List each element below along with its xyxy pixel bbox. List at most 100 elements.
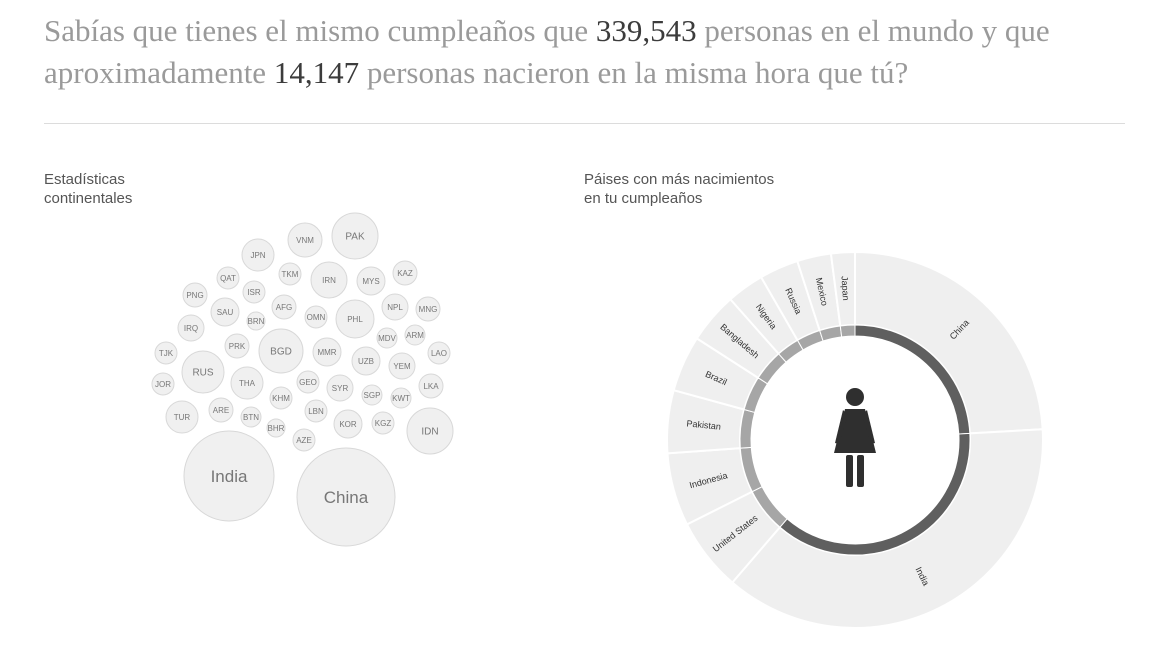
bubble-label: China xyxy=(324,488,369,507)
bubble-label: BTN xyxy=(243,413,259,422)
bubble-lka[interactable]: LKA xyxy=(418,373,444,399)
top-countries-title: Páises con más nacimientos en tu cumplea… xyxy=(584,170,844,208)
bubble-vnm[interactable]: VNM xyxy=(287,222,323,258)
bubble-omn[interactable]: OMN xyxy=(304,305,328,329)
bubble-mmr[interactable]: MMR xyxy=(312,337,342,367)
bubble-label: BHR xyxy=(268,424,285,433)
bubble-khm[interactable]: KHM xyxy=(269,386,293,410)
bubble-india[interactable]: India xyxy=(183,430,275,522)
bubble-isr[interactable]: ISR xyxy=(242,280,266,304)
divider xyxy=(44,123,1125,124)
bubble-qat[interactable]: QAT xyxy=(216,266,240,290)
bubble-label: MDV xyxy=(378,334,396,343)
bubble-tjk[interactable]: TJK xyxy=(154,341,178,365)
countries-title-line2: en tu cumpleaños xyxy=(584,190,703,207)
ring-japan xyxy=(839,324,856,338)
bubble-label: PAK xyxy=(345,232,365,243)
bubble-label: IDN xyxy=(421,427,438,438)
bubble-afg[interactable]: AFG xyxy=(271,294,297,320)
bubble-jor[interactable]: JOR xyxy=(151,372,175,396)
bubble-arm[interactable]: ARM xyxy=(404,324,426,346)
woman-icon xyxy=(834,388,876,487)
bubble-label: BRN xyxy=(248,317,265,326)
bubble-bgd[interactable]: BGD xyxy=(258,328,304,374)
bubble-tkm[interactable]: TKM xyxy=(278,262,302,286)
bubble-label: SAU xyxy=(217,308,234,317)
bubble-kaz[interactable]: KAZ xyxy=(392,260,418,286)
donut-inner-ring xyxy=(739,324,971,556)
bubble-label: ISR xyxy=(247,288,261,297)
bubble-label: LBN xyxy=(308,407,324,416)
bubble-kor[interactable]: KOR xyxy=(333,409,363,439)
bubble-brn[interactable]: BRN xyxy=(246,311,266,331)
bubble-syr[interactable]: SYR xyxy=(326,374,354,402)
bubble-label: SYR xyxy=(332,384,349,393)
bubble-label: BGD xyxy=(270,347,292,358)
bubble-btn[interactable]: BTN xyxy=(240,406,262,428)
bubble-label: PNG xyxy=(186,291,203,300)
bubble-label: LKA xyxy=(423,382,439,391)
bubble-label: TUR xyxy=(174,413,191,422)
bubble-tha[interactable]: THA xyxy=(230,366,264,400)
bubble-mys[interactable]: MYS xyxy=(356,266,386,296)
continental-bubble-chart: India China IDN PAK VNM JPN QAT TKM IRN MYS KAZ PNG… xyxy=(151,212,454,547)
same-birthday-count: 339,543 xyxy=(595,13,697,48)
bubble-label: KOR xyxy=(339,420,357,429)
slice-china[interactable] xyxy=(854,250,1044,435)
headline-text-3: personas nacieron en la misma hora que t… xyxy=(359,55,909,90)
bubble-label: KAZ xyxy=(397,269,413,278)
bubble-label: UZB xyxy=(358,357,374,366)
bubble-label: TJK xyxy=(159,349,174,358)
bubble-prk[interactable]: PRK xyxy=(224,333,250,359)
bubble-jpn[interactable]: JPN xyxy=(241,238,275,272)
continental-title-line1: Estadísticas xyxy=(44,171,125,188)
bubble-lao[interactable]: LAO xyxy=(427,341,451,365)
bubble-sgp[interactable]: SGP xyxy=(361,384,383,406)
bubble-sau[interactable]: SAU xyxy=(210,297,240,327)
headline-text-1: Sabías que tienes el mismo cumpleaños qu… xyxy=(44,13,596,48)
headline: Sabías que tienes el mismo cumpleaños qu… xyxy=(44,10,1134,94)
bubble-uzb[interactable]: UZB xyxy=(351,346,381,376)
bubble-label: KWT xyxy=(392,394,410,403)
ring-pakistan xyxy=(739,408,756,449)
bubble-label: GEO xyxy=(299,378,317,387)
bubble-label: IRN xyxy=(322,276,336,285)
bubble-tur[interactable]: TUR xyxy=(165,400,199,434)
bubble-mdv[interactable]: MDV xyxy=(376,327,398,349)
bubble-geo[interactable]: GEO xyxy=(296,370,320,394)
countries-title-line1: Páises con más nacimientos xyxy=(584,171,775,188)
bubble-yem[interactable]: YEM xyxy=(388,352,416,380)
bubble-kgz[interactable]: KGZ xyxy=(371,411,395,435)
bubble-label: ARM xyxy=(406,331,424,340)
label-japan: Japan xyxy=(839,276,851,301)
bubble-mng[interactable]: MNG xyxy=(415,296,441,322)
continental-stats-title: Estadísticas continentales xyxy=(44,170,304,208)
bubble-label: VNM xyxy=(296,236,314,245)
bubble-kwt[interactable]: KWT xyxy=(390,387,412,409)
bubble-aze[interactable]: AZE xyxy=(292,428,316,452)
bubble-label: PRK xyxy=(229,342,246,351)
bubble-china[interactable]: China xyxy=(296,447,396,547)
bubble-label: KGZ xyxy=(375,419,392,428)
bubble-rus[interactable]: RUS xyxy=(181,350,225,394)
bubble-irq[interactable]: IRQ xyxy=(177,314,205,342)
bubble-png[interactable]: PNG xyxy=(182,282,208,308)
same-hour-count: 14,147 xyxy=(273,55,360,90)
bubble-label: KHM xyxy=(272,394,290,403)
continental-title-line2: continentales xyxy=(44,190,133,207)
bubble-phl[interactable]: PHL xyxy=(335,299,375,339)
bubble-are[interactable]: ARE xyxy=(208,397,234,423)
bubble-bhr[interactable]: BHR xyxy=(266,418,286,438)
bubble-idn[interactable]: IDN xyxy=(406,407,454,455)
bubble-label: SGP xyxy=(364,391,381,400)
bubble-lbn[interactable]: LBN xyxy=(304,399,328,423)
bubble-irn[interactable]: IRN xyxy=(310,261,348,299)
bubble-label: PHL xyxy=(347,315,363,324)
bubble-label: ARE xyxy=(213,406,229,415)
bubble-label: MMR xyxy=(317,348,336,357)
bubble-label: RUS xyxy=(192,368,213,379)
bubble-label: LAO xyxy=(431,349,447,358)
bubble-pak[interactable]: PAK xyxy=(331,212,379,260)
bubble-npl[interactable]: NPL xyxy=(381,293,409,321)
